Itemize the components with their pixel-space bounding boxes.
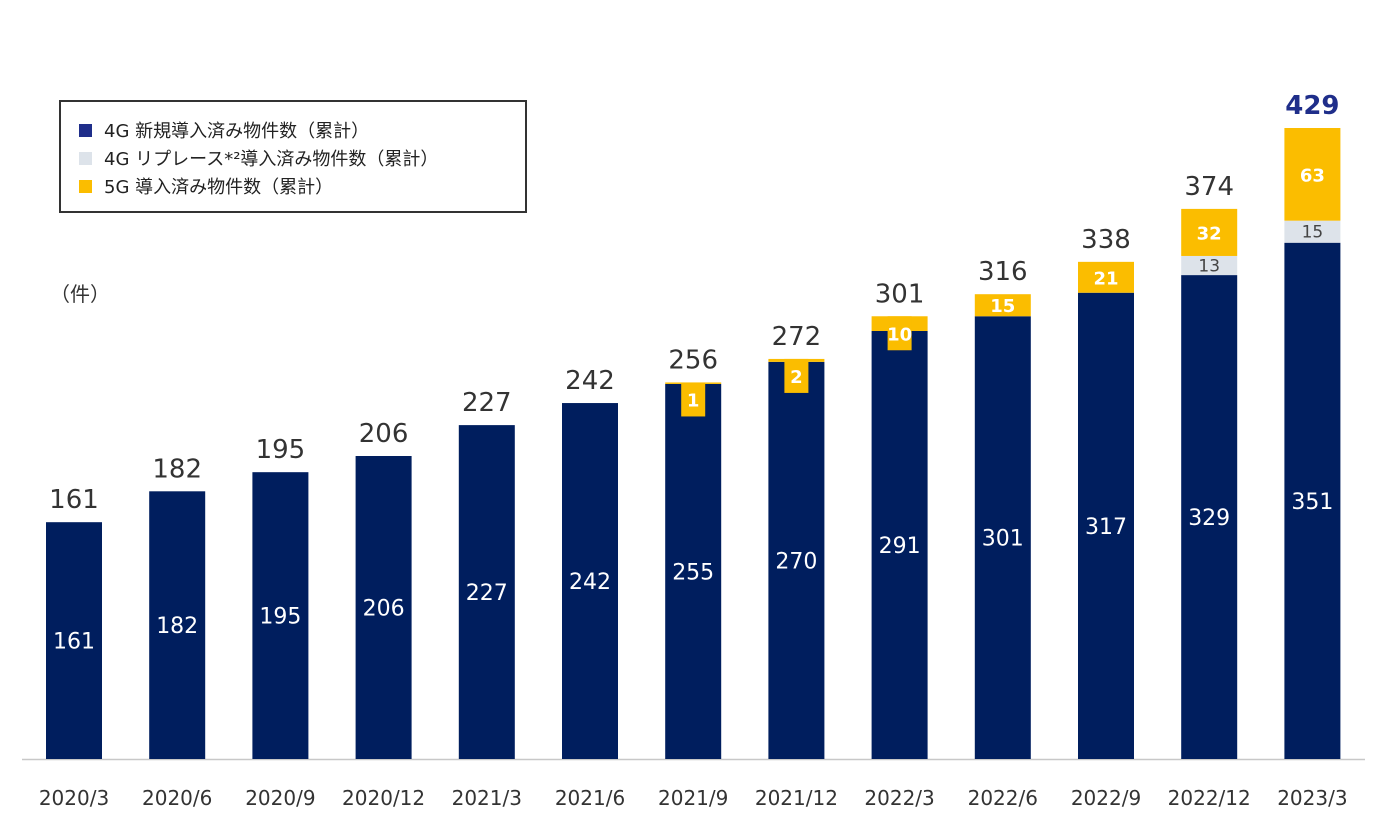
data-label-4g-new: 206 xyxy=(363,597,405,622)
data-label-4g-new: 329 xyxy=(1188,506,1230,531)
total-label: 374 xyxy=(1184,172,1234,202)
data-label-4g-replace: 15 xyxy=(1302,223,1324,243)
data-label-4g-new: 227 xyxy=(466,581,508,606)
bar-segment-4g-new xyxy=(458,425,515,759)
bar-segment-4g-new xyxy=(665,383,722,759)
bar-segment-4g-new xyxy=(355,456,412,759)
x-tick-label: 2020/3 xyxy=(39,786,109,810)
legend-label-5g: 5G 導入済み物件数（累計） xyxy=(104,177,334,198)
legend-item-5g: 5G 導入済み物件数（累計） xyxy=(79,172,525,200)
bar-segment-4g-new xyxy=(149,491,206,759)
total-label: 272 xyxy=(772,322,822,352)
data-label-5g: 21 xyxy=(1093,268,1118,289)
x-tick-label: 2021/3 xyxy=(452,786,522,810)
bar-segment-4g-replace xyxy=(1284,220,1341,243)
bar-segment-4g-new xyxy=(562,403,618,759)
callout-5g-box xyxy=(887,316,912,351)
bar-segment-5g xyxy=(1181,208,1238,256)
data-label-4g-new: 351 xyxy=(1291,490,1333,515)
bar-segment-5g xyxy=(974,294,1031,317)
callout-5g-box xyxy=(784,358,809,393)
data-label-4g-new: 317 xyxy=(1085,515,1127,540)
total-label: 182 xyxy=(152,454,202,484)
bar-segment-5g xyxy=(1284,128,1341,221)
x-tick-label: 2021/9 xyxy=(658,786,728,810)
data-label-4g-replace: 13 xyxy=(1198,257,1220,277)
legend: 4G 新規導入済み物件数（累計） 4G リプレース*²導入済み物件数（累計） 5… xyxy=(59,100,527,213)
legend-swatch-4g-replace xyxy=(79,151,92,165)
total-label: 338 xyxy=(1081,225,1131,255)
x-tick-label: 2022/9 xyxy=(1071,786,1141,810)
total-label: 256 xyxy=(668,345,718,375)
legend-item-4g-replace: 4G リプレース*²導入済み物件数（累計） xyxy=(79,144,525,172)
data-label-5g: 2 xyxy=(790,367,803,388)
data-label-4g-new: 161 xyxy=(53,630,95,655)
data-label-5g: 10 xyxy=(887,324,912,345)
x-tick-label: 2021/12 xyxy=(755,786,838,810)
x-tick-label: 2021/6 xyxy=(555,786,625,810)
bar-segment-4g-new xyxy=(252,472,309,759)
legend-label-4g-new: 4G 新規導入済み物件数（累計） xyxy=(104,121,370,142)
legend-label-4g-replace: 4G リプレース*²導入済み物件数（累計） xyxy=(104,149,439,170)
total-label: 161 xyxy=(49,485,99,515)
legend-swatch-5g xyxy=(79,179,92,193)
bar-segment-4g-new xyxy=(768,361,825,759)
bar-segment-4g-new xyxy=(974,316,1031,759)
total-label: 242 xyxy=(565,366,615,396)
x-tick-label: 2020/12 xyxy=(342,786,425,810)
data-label-5g: 63 xyxy=(1300,165,1325,186)
data-label-5g: 32 xyxy=(1197,223,1222,244)
bar-segment-4g-new xyxy=(1078,292,1134,759)
x-tick-label: 2022/3 xyxy=(864,786,934,810)
total-label: 316 xyxy=(978,257,1028,287)
x-tick-label: 2023/3 xyxy=(1277,786,1347,810)
total-label: 195 xyxy=(256,435,306,465)
data-label-4g-new: 182 xyxy=(156,614,198,639)
total-label: 206 xyxy=(359,419,409,449)
bar-segment-4g-new xyxy=(1181,275,1238,759)
callout-5g-box xyxy=(681,382,706,417)
y-unit-label: （件） xyxy=(50,282,110,306)
legend-item-4g-new: 4G 新規導入済み物件数（累計） xyxy=(79,116,525,144)
total-label: 227 xyxy=(462,388,512,418)
x-tick-label: 2022/6 xyxy=(968,786,1038,810)
data-label-4g-new: 291 xyxy=(879,534,921,559)
x-tick-label: 2022/12 xyxy=(1168,786,1251,810)
data-label-4g-new: 270 xyxy=(775,549,817,574)
bar-segment-4g-replace xyxy=(1181,255,1238,276)
data-label-4g-new: 195 xyxy=(259,605,301,630)
bar-segment-4g-new xyxy=(871,330,928,759)
bar-segment-4g-new xyxy=(46,522,102,759)
x-tick-label: 2020/6 xyxy=(142,786,212,810)
total-label: 301 xyxy=(875,279,925,309)
x-tick-label: 2020/9 xyxy=(245,786,315,810)
data-label-4g-new: 242 xyxy=(569,570,611,595)
data-label-5g: 1 xyxy=(687,390,700,411)
data-label-4g-new: 255 xyxy=(672,560,714,585)
bar-segment-4g-new xyxy=(1284,242,1341,759)
legend-swatch-4g-new xyxy=(79,123,92,137)
data-label-5g: 15 xyxy=(990,296,1015,317)
data-label-4g-new: 301 xyxy=(982,527,1024,552)
bar-segment-5g xyxy=(1078,261,1134,293)
total-label: 429 xyxy=(1285,91,1339,121)
